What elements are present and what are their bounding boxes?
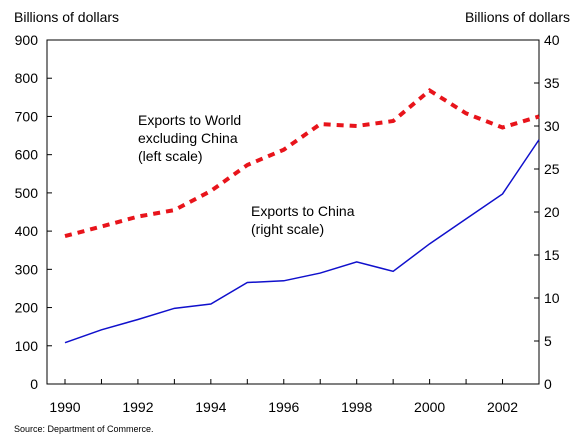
china-data-point: [501, 192, 504, 195]
left-tick-label: 500: [15, 185, 39, 201]
annotation-world: Exports to World excluding China (left s…: [138, 112, 245, 164]
world-data-point: [538, 115, 541, 118]
world-data-point: [355, 125, 358, 128]
x-tick-label: 2000: [414, 399, 445, 415]
x-tick-label: 2002: [487, 399, 518, 415]
x-axis-ticks: 1990 1992 1994 1996 1998 2000 2002: [49, 379, 540, 415]
china-data-point: [246, 281, 249, 284]
x-tick-label: 1994: [195, 399, 226, 415]
world-data-point: [428, 89, 431, 92]
china-data-point: [136, 318, 139, 321]
world-data-point: [246, 163, 249, 166]
left-tick-label: 900: [15, 32, 39, 48]
china-data-point: [64, 341, 67, 344]
right-axis-unit-label: Billions of dollars: [465, 9, 570, 25]
china-data-point: [538, 138, 541, 141]
left-tick-label: 200: [15, 300, 39, 316]
china-data-point: [173, 307, 176, 310]
annotation-china-line-2: (right scale): [251, 221, 324, 237]
annotation-china: Exports to China (right scale): [251, 203, 358, 237]
china-data-point: [392, 270, 395, 273]
left-axis-unit-label: Billions of dollars: [14, 9, 119, 25]
world-data-point: [209, 189, 212, 192]
series-line-china: [64, 139, 540, 344]
world-data-point: [501, 126, 504, 129]
plot-area-frame: [46, 39, 540, 385]
annotation-world-line-3: (left scale): [138, 148, 203, 164]
china-data-point: [282, 279, 285, 282]
right-tick-label: 40: [544, 32, 560, 48]
left-tick-label: 400: [15, 223, 39, 239]
world-data-point: [465, 112, 468, 115]
right-tick-label: 15: [544, 247, 560, 263]
x-tick-label: 1996: [268, 399, 299, 415]
world-data-point: [173, 209, 176, 212]
right-tick-label: 20: [544, 204, 560, 220]
world-data-point: [136, 215, 139, 218]
left-tick-label: 800: [15, 70, 39, 86]
left-tick-label: 300: [15, 261, 39, 277]
china-data-point: [319, 272, 322, 275]
world-data-point: [282, 148, 285, 151]
world-data-point: [392, 120, 395, 123]
right-tick-label: 25: [544, 161, 560, 177]
left-tick-label: 700: [15, 108, 39, 124]
annotation-world-line-1: Exports to World: [138, 112, 241, 128]
world-data-point: [100, 225, 103, 228]
x-tick-label: 1990: [49, 399, 80, 415]
right-tick-label: 0: [544, 376, 552, 392]
left-axis-ticks: 0 100 200 300 400 500 600 700 800 900: [15, 32, 52, 392]
right-tick-label: 10: [544, 290, 560, 306]
china-data-point: [465, 217, 468, 220]
x-tick-label: 1992: [122, 399, 153, 415]
left-tick-label: 100: [15, 338, 39, 354]
series-line-world-excluding-china: [64, 87, 540, 239]
left-tick-label: 0: [30, 376, 38, 392]
world-data-point: [64, 235, 67, 238]
annotation-china-line-1: Exports to China: [251, 203, 355, 219]
china-data-point: [355, 260, 358, 263]
right-tick-label: 5: [544, 333, 552, 349]
source-note: Source: Department of Commerce.: [14, 424, 154, 434]
china-data-point: [209, 303, 212, 306]
right-tick-label: 30: [544, 118, 560, 134]
china-data-point: [428, 242, 431, 245]
world-data-point: [319, 123, 322, 126]
annotation-world-line-2: excluding China: [138, 130, 238, 146]
right-axis-ticks: 0 5 10 15 20 25 30 35 40: [534, 32, 560, 392]
china-data-point: [100, 328, 103, 331]
right-tick-label: 35: [544, 75, 560, 91]
left-tick-label: 600: [15, 147, 39, 163]
x-tick-label: 1998: [341, 399, 372, 415]
